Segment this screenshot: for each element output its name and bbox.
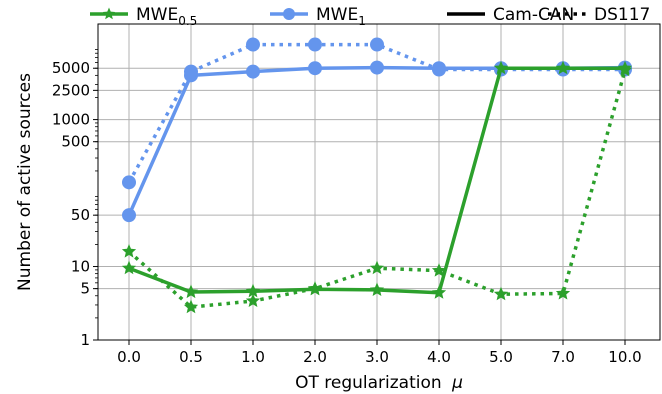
y-tick-label: 500 <box>61 133 90 151</box>
legend-label: MWE1 <box>316 5 366 28</box>
legend-label: DS117 <box>594 5 650 25</box>
x-axis-label-text: OT regularization <box>295 373 442 393</box>
data-point <box>245 283 261 298</box>
y-tick-label: 5000 <box>52 59 90 77</box>
y-tick-label: 1000 <box>52 111 90 129</box>
y-tick-label: 5 <box>80 280 90 298</box>
data-point <box>121 260 137 275</box>
data-point <box>555 60 571 75</box>
data-point <box>308 61 322 76</box>
y-tick-label: 2500 <box>52 81 90 99</box>
y-tick-label: 10 <box>71 258 90 276</box>
data-point <box>555 285 571 300</box>
x-tick-label: 3.0 <box>365 348 389 366</box>
data-point <box>432 62 446 77</box>
data-point <box>183 284 199 299</box>
data-point <box>246 64 260 79</box>
x-tick-label: 2.0 <box>303 348 327 366</box>
y-tick-label: 1 <box>80 331 90 349</box>
x-tick-label: 0.0 <box>117 348 141 366</box>
x-tick-label: 5.0 <box>489 348 513 366</box>
data-point <box>369 282 385 297</box>
data-point <box>431 285 447 299</box>
series-mwe05-ds117 <box>121 62 633 314</box>
data-point <box>369 260 385 275</box>
data-point <box>493 60 509 75</box>
data-point <box>122 175 136 190</box>
x-tick-label: 10.0 <box>608 348 641 366</box>
legend-item: MWE1 <box>270 5 366 28</box>
y-tick-label: 50 <box>71 206 90 224</box>
data-point <box>183 299 199 314</box>
plot-area-frame <box>97 23 661 341</box>
legend-marker <box>102 7 116 20</box>
data-point <box>370 60 384 75</box>
data-point <box>245 293 261 308</box>
legend-marker <box>283 8 295 20</box>
data-point <box>121 244 137 258</box>
x-axis-label: OT regularization μ <box>295 373 463 393</box>
axis-ticks: 0.0 0.5 1.0 2.0 3.0 4.0 5.0 7.0 10.0 1 5 10 50 500 100… <box>52 49 642 366</box>
data-point <box>370 37 384 52</box>
data-point <box>307 281 323 295</box>
x-axis-label-symbol: μ <box>451 373 463 393</box>
data-point <box>122 208 136 223</box>
data-point <box>246 37 260 52</box>
legend-label: Cam-CAN <box>493 5 574 25</box>
legend-item: Cam-CAN <box>447 5 574 25</box>
x-tick-label: 1.0 <box>241 348 265 366</box>
legend-item: MWE0.5 <box>90 5 197 28</box>
x-tick-label: 4.0 <box>427 348 451 366</box>
x-tick-label: 7.0 <box>551 348 575 366</box>
legend-item: DS117 <box>548 5 650 25</box>
data-point <box>431 263 447 277</box>
x-tick-label: 0.5 <box>179 348 203 366</box>
data-point <box>308 37 322 52</box>
series-layer <box>121 37 633 314</box>
y-axis-label: Number of active sources <box>15 73 35 291</box>
data-point <box>493 286 509 301</box>
legend-label: MWE0.5 <box>136 5 197 28</box>
legend: MWE0.5 MWE1 Cam-CAN DS117 <box>90 5 650 28</box>
data-point <box>184 64 198 79</box>
data-point <box>617 62 633 77</box>
